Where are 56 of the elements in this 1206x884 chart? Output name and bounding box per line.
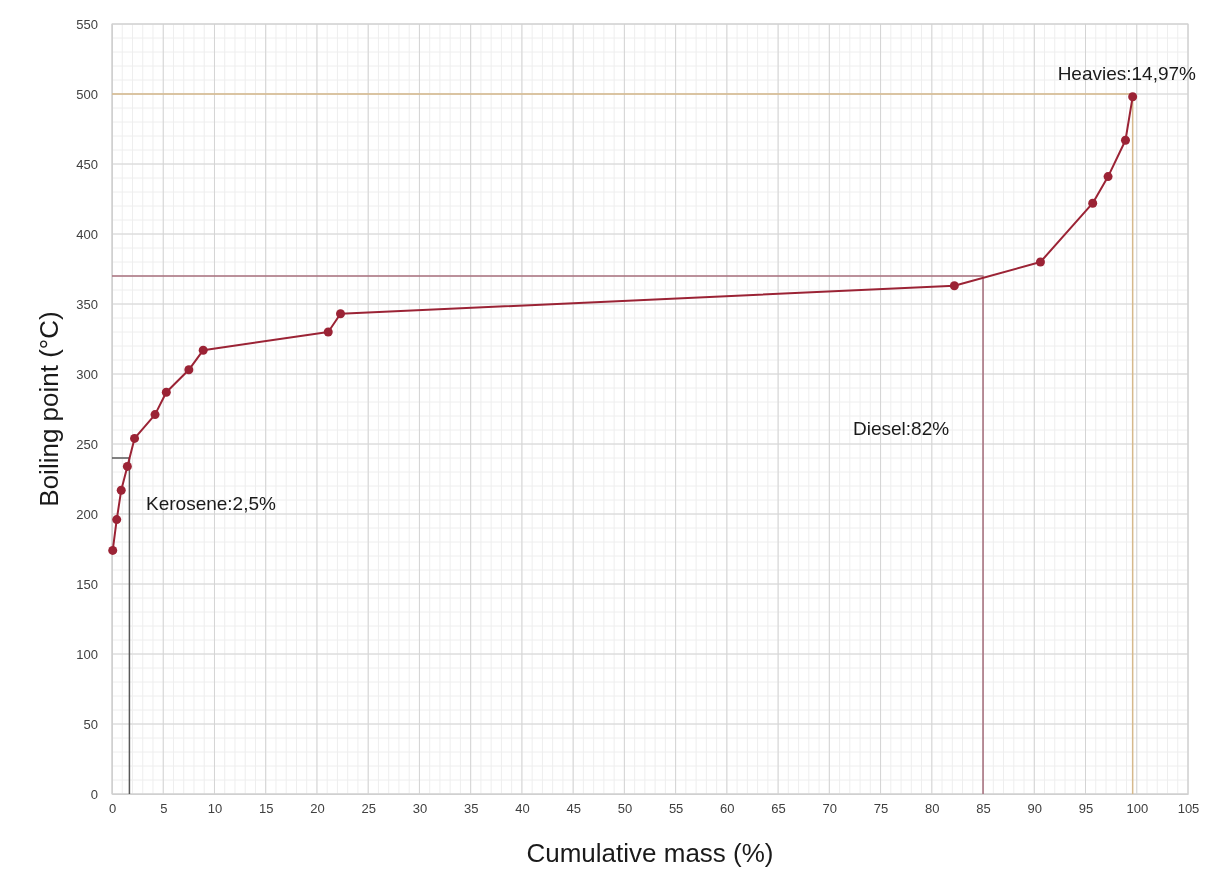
- point: [161, 387, 171, 397]
- x-tick-label: 85: [976, 801, 991, 817]
- x-tick-label: 20: [310, 801, 325, 817]
- x-tick-label: 30: [412, 801, 428, 817]
- x-tick-label: 70: [822, 801, 838, 817]
- x-tick-label: 40: [515, 801, 530, 817]
- x-tick-label: 45: [566, 801, 581, 817]
- x-tick-label: 10: [207, 801, 223, 817]
- y-tick-label: 500: [76, 86, 98, 102]
- x-tick-label: 0: [108, 801, 117, 817]
- y-tick-label: 250: [76, 436, 98, 452]
- x-tick-label: 25: [361, 801, 376, 817]
- point: [949, 281, 959, 291]
- y-tick-label: 0: [90, 786, 98, 802]
- y-tick-label: 50: [83, 716, 98, 732]
- x-tick-label: 95: [1078, 801, 1094, 817]
- x-axis-title: Cumulative mass (%): [526, 838, 774, 868]
- x-tick-label: 5: [160, 801, 168, 817]
- annotation: Kerosene:2,5%: [146, 493, 277, 514]
- y-tick-label: 150: [76, 576, 98, 592]
- point: [108, 545, 118, 555]
- point: [122, 461, 132, 471]
- point: [1120, 135, 1130, 145]
- y-tick-label: 400: [76, 226, 98, 242]
- y-tick-label: 300: [76, 366, 98, 382]
- y-tick-label: 350: [76, 296, 98, 312]
- y-tick-label: 200: [76, 506, 98, 522]
- point: [198, 345, 208, 355]
- y-axis-title: Boiling point (°C): [34, 311, 64, 507]
- point: [150, 410, 160, 420]
- point: [323, 327, 333, 337]
- x-tick-label: 55: [668, 801, 684, 817]
- x-tick-label: 15: [258, 801, 274, 817]
- x-tick-label: 90: [1027, 801, 1043, 817]
- point: [1035, 257, 1045, 267]
- annotation: Heavies:14,97%: [1057, 63, 1197, 84]
- x-tick-label: 75: [873, 801, 889, 817]
- point: [112, 515, 122, 525]
- y-tick-label: 100: [76, 646, 98, 662]
- y-tick-label: 550: [76, 16, 98, 32]
- point: [116, 485, 126, 495]
- x-tick-label: 80: [925, 801, 940, 817]
- point: [184, 365, 194, 375]
- x-tick-label: 50: [617, 801, 633, 817]
- point: [336, 309, 346, 319]
- point: [1103, 172, 1113, 182]
- point: [1128, 92, 1138, 102]
- x-tick-label: 100: [1126, 801, 1149, 817]
- point: [130, 433, 140, 443]
- x-tick-label: 105: [1177, 801, 1200, 817]
- x-tick-label: 65: [771, 801, 786, 817]
- x-tick-label: 60: [720, 801, 735, 817]
- x-tick-label: 35: [463, 801, 479, 817]
- point: [1088, 198, 1098, 208]
- y-tick-label: 450: [76, 156, 98, 172]
- annotation: Diesel:82%: [853, 418, 950, 439]
